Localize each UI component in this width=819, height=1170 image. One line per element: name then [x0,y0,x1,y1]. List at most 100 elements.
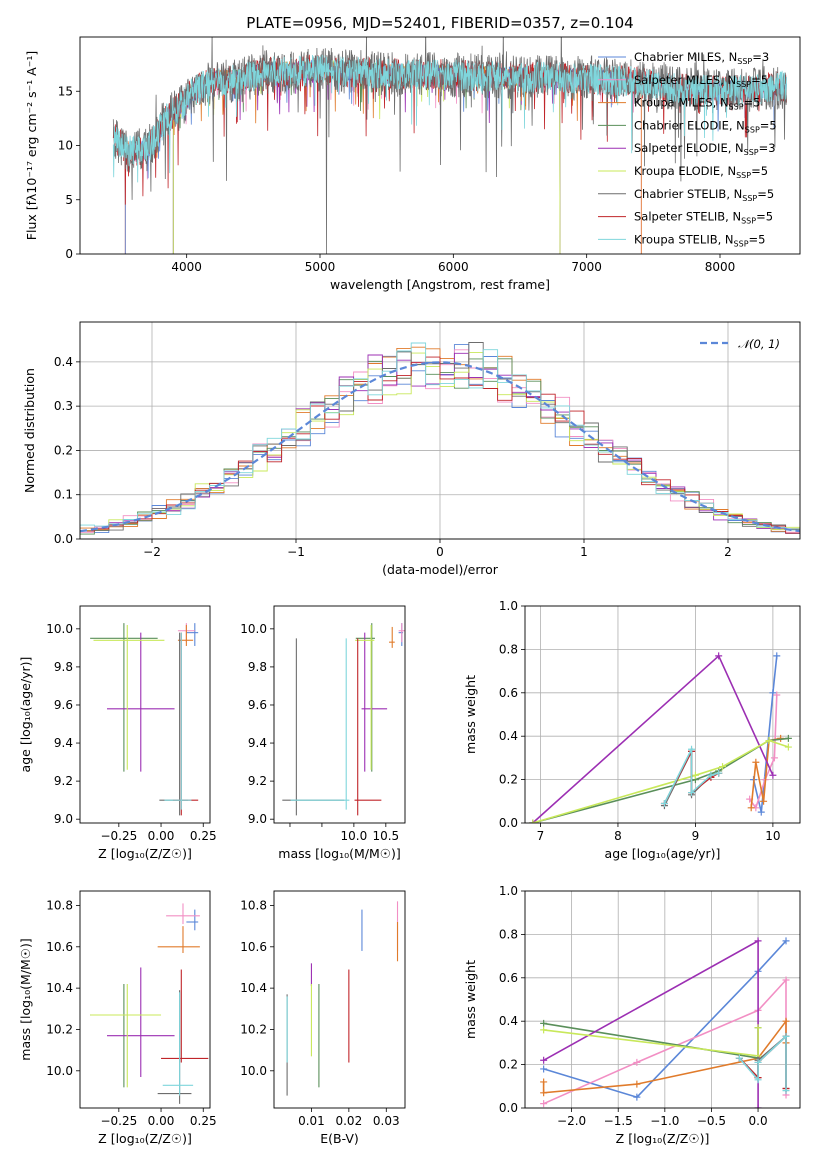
y-tick-label: 10.4 [240,981,267,995]
x-tick-label: 0.25 [190,829,217,843]
x-axis-label: wavelength [Angstrom, rest frame] [330,277,550,292]
x-tick-label: 1 [580,545,588,559]
weight-marker-kroupa-stelib [782,1087,790,1095]
weight-marker-salpeter-miles [773,691,781,699]
x-tick-label: 9 [692,829,700,843]
y-tick-label: 9.4 [248,736,267,750]
legend-count: =5 [751,73,768,87]
legend-label-kroupa-stelib: Kroupa STELIB, NSSP=5 [634,232,765,248]
weight-marker-kroupa-miles [633,1080,641,1088]
y-tick-label: 9.4 [54,736,73,750]
weight-line-chabrier-miles [752,655,778,813]
weight-marker-salpeter-elodie [769,771,777,779]
y-tick-label: 0.0 [499,816,518,830]
weight-marker-kroupa-miles [540,1078,548,1086]
legend-subscript: SSP [736,171,751,180]
x-axis-label: (data-model)/error [382,562,499,577]
legend-subscript: SSP [736,80,751,89]
y-tick-label: 10.2 [46,1022,73,1036]
legend-subscript: SSP [745,125,760,134]
legend-normal-label: 𝒩(0, 1) [738,337,780,351]
y-axis-label: mass weight [463,960,478,1039]
legend-count: =5 [756,210,773,224]
x-tick-label: 0.02 [335,1114,362,1128]
legend-count: =5 [757,187,774,201]
y-tick-label: 0.6 [499,971,518,985]
weight-marker-kroupa-miles [782,1017,790,1025]
weight-marker-kroupa-elodie [691,771,699,779]
weight-marker-chabrier-miles [773,652,781,660]
x-tick-label: 0.03 [373,1114,400,1128]
figure-title: PLATE=0956, MJD=52401, FIBERID=0357, z=0… [246,14,633,32]
y-tick-label: 10.0 [46,1064,73,1078]
x-tick-label: 10.5 [372,829,399,843]
y-tick-label: 10.0 [240,622,267,636]
x-tick-label: 0.00 [148,1114,175,1128]
axes-frame [524,890,801,1109]
legend-count: =5 [760,118,777,132]
axes-frame [79,605,211,824]
legend-label-kroupa-elodie: Kroupa ELODIE, NSSP=5 [634,164,768,180]
y-axis-label: Flux [fλ10⁻¹⁷ erg cm⁻² s⁻¹ A⁻¹] [24,51,39,240]
y-tick-label: 0.0 [499,1101,518,1115]
x-tick-label: 0 [436,545,444,559]
y-tick-label: 0.8 [499,927,518,941]
weight-marker-kroupa-elodie [754,1024,762,1032]
weight-marker-kroupa-stelib [688,745,696,753]
legend-label-chabrier-elodie: Chabrier ELODIE, NSSP=5 [634,118,777,134]
errorbars [282,623,405,816]
y-tick-label: 0.4 [54,355,73,369]
spectrum-legend: Chabrier MILES, NSSP=3 Salpeter MILES, NS… [598,50,777,248]
x-tick-label: 6000 [438,260,469,274]
weight-marker-kroupa-elodie [784,743,792,751]
weight-line-salpeter-elodie [532,654,774,823]
x-tick-label: 7 [537,829,545,843]
panel-weight-vs-Z: −2.0 −1.5 −1.0 −0.5 0.0 0.0 0.2 0.4 0.6 0.8 1.0 Z [… [463,884,801,1146]
y-tick-label: 9.2 [54,774,73,788]
weight-marker-salpeter-miles [540,1100,548,1108]
y-tick-label: 9.0 [54,812,73,826]
y-tick-label: 0.6 [499,686,518,700]
weight-marker-kroupa-stelib [660,799,668,807]
y-tick-label: 0.3 [54,399,73,413]
x-tick-label: 0.00 [148,829,175,843]
axes-frame [524,605,801,824]
weight-line-chabrier-stelib [738,1034,787,1089]
axes-frame [79,890,211,1109]
histogram-salpeter-stelib [80,356,800,534]
weight-lines [529,652,792,823]
weight-marker-salpeter-miles [770,754,778,762]
spectrum-lines [112,37,787,254]
weight-marker-chabrier-miles [782,937,790,945]
y-tick-label: 10.2 [240,1022,267,1036]
x-tick-label: −2.0 [557,1114,586,1128]
panel-age-vs-mass: 10.0 10.5 9.0 9.2 9.4 9.6 9.8 10.0 mass [log₁₀(M… [240,605,406,861]
y-axis-label: mass [log₁₀(M/M☉)] [18,938,33,1060]
weight-line-salpeter-stelib [738,1034,787,1089]
legend-label-salpeter-miles: Salpeter MILES, NSSP=5 [634,73,768,89]
x-tick-label: −0.25 [100,829,137,843]
y-tick-label: 10.0 [240,1064,267,1078]
y-tick-label: 0.2 [499,1058,518,1072]
y-tick-label: 5 [65,193,73,207]
y-axis-label: mass weight [463,675,478,754]
axes-frame [273,605,406,824]
y-tick-label: 10 [58,139,73,153]
legend-count: =5 [751,164,768,178]
weight-marker-chabrier-miles [769,689,777,697]
weight-marker-chabrier-miles [757,808,765,816]
axes-frame [79,36,801,255]
weight-marker-kroupa-miles [752,758,760,766]
x-axis-label: mass [log₁₀(M/M☉)] [278,846,400,861]
weight-marker-chabrier-miles [633,1093,641,1101]
y-tick-label: 0.2 [499,773,518,787]
axes-frame [79,321,801,540]
panel-residuals: −2 −1 0 1 2 0.0 0.1 0.2 0.3 0.4 (data-model)/error… [22,321,801,577]
legend-subscript: SSP [744,148,759,157]
x-tick-label: −1.0 [650,1114,679,1128]
weight-marker-kroupa-elodie [765,737,773,745]
legend-subscript: SSP [741,217,756,226]
y-tick-label: 9.8 [248,660,267,674]
weight-marker-kroupa-miles [540,1089,548,1097]
weight-line-kroupa-stelib [738,1034,787,1091]
